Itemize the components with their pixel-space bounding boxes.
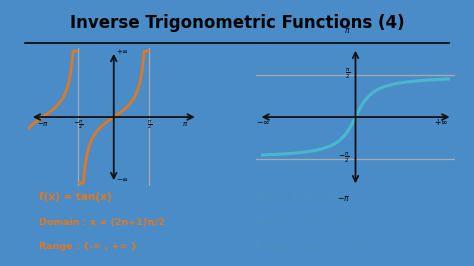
Text: $\frac{\pi}{2}$: $\frac{\pi}{2}$ (345, 66, 350, 81)
Text: Domain : {-∞ , +∞ }: Domain : {-∞ , +∞ } (255, 218, 360, 227)
Text: $\pi$: $\pi$ (344, 27, 350, 35)
Text: $-\infty$: $-\infty$ (255, 118, 270, 127)
Text: Inverse Trigonometric Functions (4): Inverse Trigonometric Functions (4) (70, 14, 404, 32)
Text: Range : {-π/2 , +π/2 }: Range : {-π/2 , +π/2 } (255, 242, 373, 251)
Text: $+\infty$: $+\infty$ (434, 117, 448, 127)
Text: $-\frac{\pi}{2}$: $-\frac{\pi}{2}$ (73, 118, 84, 131)
Text: $-\infty$: $-\infty$ (117, 177, 129, 182)
Text: f(x) = tan(x): f(x) = tan(x) (39, 192, 111, 202)
Text: $\frac{\pi}{2}$: $\frac{\pi}{2}$ (147, 118, 152, 131)
Text: $-\pi$: $-\pi$ (337, 194, 350, 203)
Text: f(x) = tan⁻¹(x): f(x) = tan⁻¹(x) (255, 192, 337, 202)
Text: $-\pi$: $-\pi$ (36, 120, 49, 128)
Text: Range : {-∞ , +∞ }: Range : {-∞ , +∞ } (39, 242, 137, 251)
Text: $+\infty$: $+\infty$ (117, 47, 129, 56)
Text: $-\frac{\pi}{2}$: $-\frac{\pi}{2}$ (338, 150, 350, 165)
Text: $\pi$: $\pi$ (182, 120, 188, 128)
Text: Domain : x ≠ (2n+1)π/2: Domain : x ≠ (2n+1)π/2 (39, 218, 165, 227)
